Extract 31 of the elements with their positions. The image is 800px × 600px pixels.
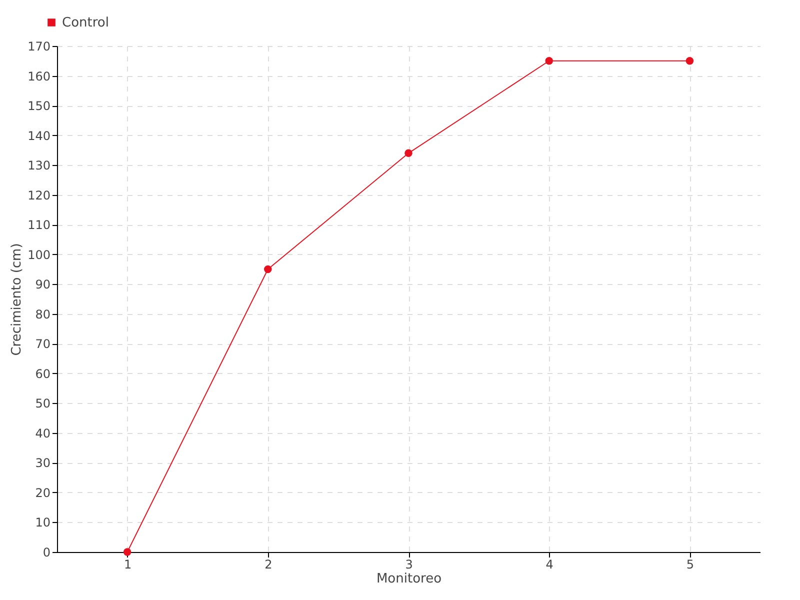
point bbox=[686, 57, 694, 65]
point bbox=[264, 265, 272, 274]
y-tick-label: 130 bbox=[28, 158, 50, 173]
point bbox=[545, 57, 553, 65]
y-tick-label: 80 bbox=[35, 307, 50, 322]
y-tick-label: 160 bbox=[28, 69, 50, 84]
y-tick-label: 110 bbox=[28, 218, 50, 232]
x-tick-label: 4 bbox=[546, 558, 554, 572]
y-tick-label: 170 bbox=[28, 40, 50, 54]
y-tick-label: 90 bbox=[35, 278, 50, 292]
y-tick-label: 30 bbox=[35, 456, 50, 470]
y-tick-label: 100 bbox=[28, 248, 50, 262]
y-axis-title: Crecimiento (cm) bbox=[10, 243, 25, 356]
x-tick-label: 5 bbox=[686, 558, 694, 572]
x-axis-title: Monitoreo bbox=[376, 572, 442, 586]
point bbox=[404, 149, 412, 158]
y-tick-label: 60 bbox=[35, 366, 50, 381]
y-tick-label: 140 bbox=[28, 128, 50, 143]
x-tick-label: 1 bbox=[124, 558, 132, 572]
legend-label: Control bbox=[62, 16, 109, 30]
y-tick-label: 20 bbox=[35, 486, 50, 500]
y-tick-label: 150 bbox=[28, 99, 50, 114]
y-tick-label: 40 bbox=[35, 426, 50, 440]
y-tick-label: 120 bbox=[28, 188, 50, 202]
y-tick-label: 50 bbox=[35, 396, 50, 411]
y-tick-label: 70 bbox=[35, 337, 50, 352]
x-tick-label: 3 bbox=[405, 558, 413, 572]
y-tick-label: 10 bbox=[35, 516, 50, 530]
x-tick-label: 2 bbox=[264, 558, 272, 572]
y-tick-label: 0 bbox=[42, 546, 50, 560]
point bbox=[123, 548, 132, 556]
